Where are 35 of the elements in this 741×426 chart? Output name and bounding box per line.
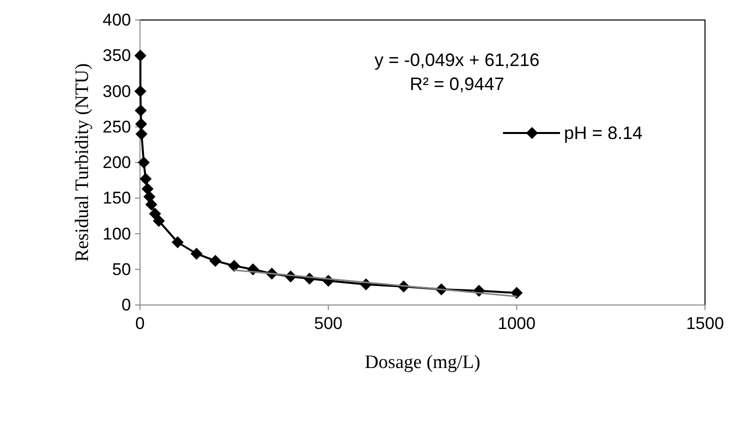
point	[209, 254, 222, 267]
y-tick-label: 0	[122, 296, 131, 314]
x-tick-label: 1000	[498, 314, 536, 333]
annotation: R² = 0,9447	[410, 74, 504, 94]
y-tick-label: 100	[102, 224, 131, 244]
y-tick-label: 400	[102, 10, 131, 30]
point	[510, 286, 523, 299]
x-tick-label: 1500	[686, 314, 724, 333]
point	[134, 85, 146, 98]
point	[152, 214, 165, 227]
point	[172, 236, 184, 248]
legend-label: pH = 8.14	[564, 123, 643, 143]
point	[135, 118, 148, 130]
point	[142, 182, 154, 195]
y-tick-label: 250	[102, 117, 131, 136]
y-tick-label: 50	[112, 260, 131, 279]
point	[134, 104, 147, 116]
y-tick-label: 300	[102, 82, 131, 101]
point	[138, 156, 150, 168]
annotation: y = -0,049x + 61,216	[374, 50, 540, 70]
point	[140, 172, 152, 185]
point	[143, 190, 156, 203]
x-tick-label: 500	[314, 314, 343, 333]
y-tick-label: 350	[102, 46, 131, 66]
point	[134, 50, 146, 62]
y-tick-label: 150	[102, 188, 131, 208]
point	[145, 198, 158, 211]
y-axis-title: Residual Turbidity (NTU)	[72, 63, 93, 262]
point	[228, 260, 240, 272]
point	[149, 208, 162, 220]
x-axis-title: Dosage (mg/L)	[364, 352, 480, 373]
y-tick-label: 200	[102, 153, 131, 172]
point	[190, 248, 202, 260]
point	[136, 128, 148, 140]
x-tick-label: 0	[135, 314, 145, 333]
